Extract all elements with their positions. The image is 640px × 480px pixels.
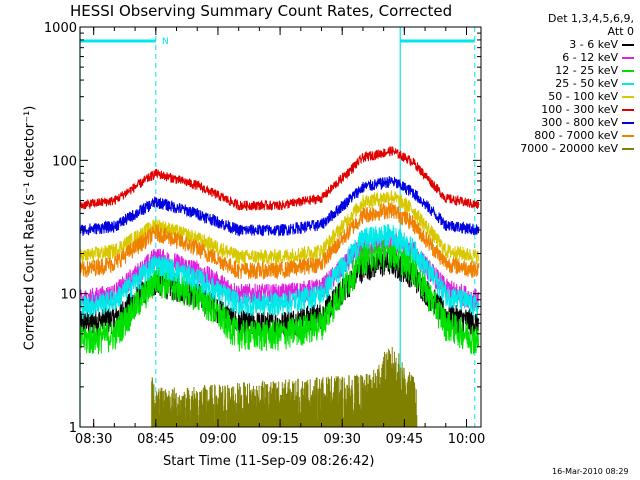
series-line-3 bbox=[79, 223, 480, 320]
series-4 bbox=[79, 190, 480, 266]
series-8 bbox=[151, 347, 418, 427]
legend-entry-label: 50 - 100 keV bbox=[548, 90, 618, 103]
series-2 bbox=[79, 238, 480, 355]
axes-layer: 1 10 100 1000 08:30 08:45 09:00 09:15 09:30 09:45… bbox=[44, 21, 485, 447]
series-line-6 bbox=[79, 176, 480, 237]
legend-entry: 3 - 6 keV bbox=[484, 38, 634, 51]
legend-entry-label: 800 - 7000 keV bbox=[534, 129, 618, 142]
series-7 bbox=[79, 202, 480, 280]
legend: Det 1,3,4,5,6,9, Att 0 3 - 6 keV 6 - 12 k… bbox=[484, 12, 634, 155]
legend-swatch bbox=[622, 95, 634, 98]
legend-entry-label: 25 - 50 keV bbox=[555, 77, 618, 90]
legend-entry: 25 - 50 keV bbox=[484, 77, 634, 90]
legend-entry-label: 12 - 25 keV bbox=[555, 64, 618, 77]
y-axis-label: Corrected Count Rate (s⁻¹ detector⁻¹) bbox=[22, 105, 38, 351]
legend-attenuator: Att 0 bbox=[607, 25, 634, 38]
legend-entry: 300 - 800 keV bbox=[484, 116, 634, 129]
series-line-2 bbox=[79, 238, 480, 355]
legend-entry-label: 7000 - 20000 keV bbox=[520, 142, 618, 155]
legend-entry: 6 - 12 keV bbox=[484, 51, 634, 64]
y-tick-label-0: 1 bbox=[69, 421, 77, 436]
series-layer bbox=[79, 145, 480, 427]
y-tick-label-3: 1000 bbox=[44, 21, 77, 36]
legend-entry: 7000 - 20000 keV bbox=[484, 142, 634, 155]
x-tick-label-3: 09:15 bbox=[261, 432, 298, 447]
series-line-7 bbox=[79, 202, 480, 280]
annotation-layer: N bbox=[162, 37, 169, 47]
x-axis-label: Start Time (11-Sep-09 08:26:42) bbox=[163, 454, 375, 469]
legend-swatch bbox=[622, 147, 634, 150]
series-line-8 bbox=[151, 347, 418, 427]
x-tick-label-6: 10:00 bbox=[448, 432, 485, 447]
y-tick-label-1: 10 bbox=[60, 288, 77, 303]
legend-entry: 50 - 100 keV bbox=[484, 90, 634, 103]
legend-entry-label: 3 - 6 keV bbox=[569, 38, 618, 51]
legend-swatch bbox=[622, 82, 634, 85]
series-5 bbox=[79, 145, 480, 212]
series-6 bbox=[79, 176, 480, 237]
x-tick-label-4: 09:30 bbox=[323, 432, 360, 447]
legend-entry: 800 - 7000 keV bbox=[484, 129, 634, 142]
legend-swatch bbox=[622, 134, 634, 137]
x-tick-label-1: 08:45 bbox=[137, 432, 174, 447]
chart-title: HESSI Observing Summary Count Rates, Cor… bbox=[70, 2, 453, 20]
x-tick-label-2: 09:00 bbox=[199, 432, 236, 447]
legend-swatch bbox=[622, 121, 634, 124]
y-tick-label-2: 100 bbox=[52, 154, 77, 169]
legend-swatch bbox=[622, 56, 634, 59]
series-line-4 bbox=[79, 190, 480, 266]
legend-entry-label: 300 - 800 keV bbox=[541, 116, 618, 129]
legend-swatch bbox=[622, 43, 634, 46]
legend-swatch bbox=[622, 108, 634, 111]
legend-entry: 100 - 300 keV bbox=[484, 103, 634, 116]
x-tick-label-0: 08:30 bbox=[75, 432, 112, 447]
legend-entry: 12 - 25 keV bbox=[484, 64, 634, 77]
legend-entry-label: 100 - 300 keV bbox=[541, 103, 618, 116]
footer-date: 16-Mar-2010 08:29 bbox=[552, 467, 629, 476]
series-line-5 bbox=[79, 145, 480, 212]
series-3 bbox=[79, 223, 480, 320]
x-tick-label-5: 09:45 bbox=[386, 432, 423, 447]
legend-swatch bbox=[622, 69, 634, 72]
legend-detectors: Det 1,3,4,5,6,9, bbox=[547, 12, 634, 25]
annotation-0: N bbox=[162, 37, 169, 47]
legend-entry-label: 6 - 12 keV bbox=[562, 51, 618, 64]
legend-entries: 3 - 6 keV 6 - 12 keV 12 - 25 keV 25 - 50 ke… bbox=[484, 38, 634, 155]
